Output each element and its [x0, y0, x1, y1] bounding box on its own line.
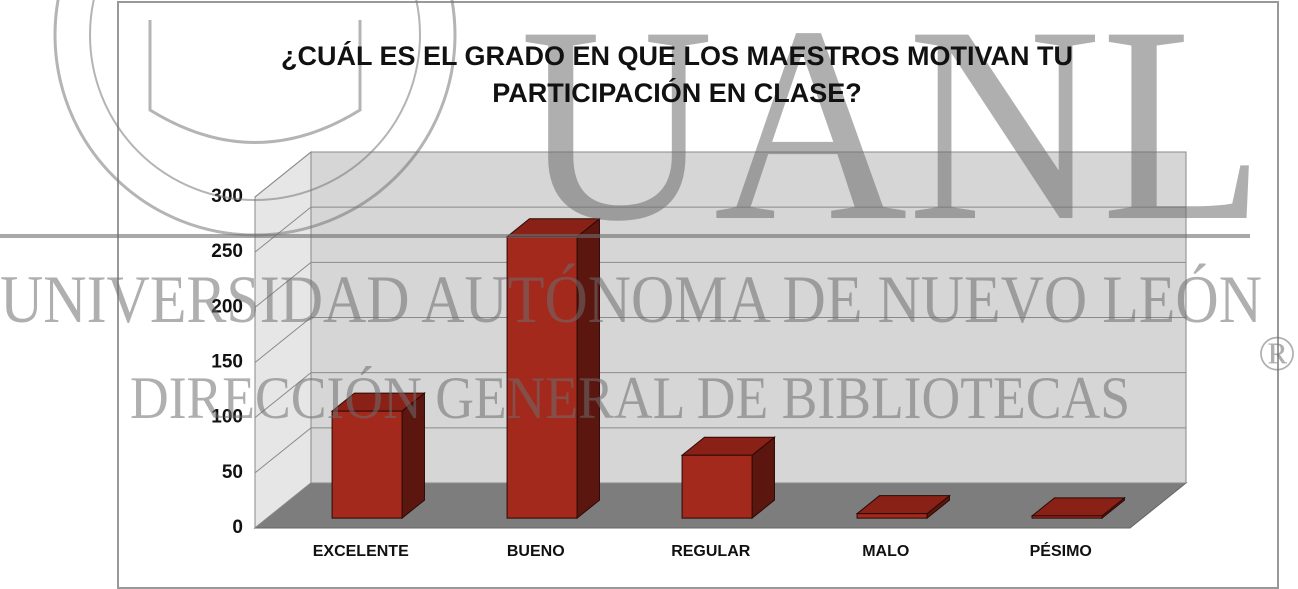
watermark-logo: UANL: [520, 0, 1265, 279]
y-tick-label: 250: [211, 241, 243, 262]
grid-line: [254, 151, 1186, 198]
logo-shield: [148, 20, 362, 144]
x-tick-label: EXCELENTE: [313, 543, 409, 560]
bar-front: [1031, 515, 1103, 519]
grid-line: [254, 482, 1186, 529]
bar: [680, 436, 776, 520]
y-tick-label: 150: [211, 352, 243, 373]
y-tick-label: 300: [211, 186, 243, 207]
x-tick-label: REGULAR: [671, 543, 751, 560]
watermark-line: UNIVERSIDAD AUTÓNOMA DE NUEVO LEÓN: [0, 261, 1262, 337]
grid-line: [254, 317, 1186, 363]
grid-line: [254, 261, 1186, 308]
y-tick-label: 50: [222, 462, 243, 483]
x-tick-label: PÉSIMO: [1030, 541, 1092, 560]
watermark: UANL UNIVERSIDAD AUTÓNOMA DE NUEVO LEÓN …: [0, 0, 1296, 431]
bar: [1030, 496, 1126, 520]
bar-front: [331, 410, 403, 519]
y-tick-label: 0: [232, 517, 243, 538]
logo-ring: [89, 0, 421, 201]
grid-line: [254, 427, 1186, 474]
bar: [855, 494, 951, 520]
bar-front: [681, 454, 753, 519]
watermark-line: DIRECCIÓN GENERAL DE BIBLIOTECAS: [130, 365, 1130, 431]
x-tick-label: MALO: [862, 543, 909, 560]
x-tick-label: BUENO: [507, 543, 565, 560]
bar: [505, 217, 601, 520]
grid-line: [254, 372, 1186, 419]
bar: [330, 392, 426, 520]
y-tick-label: 200: [211, 296, 243, 317]
bar-front: [856, 513, 928, 519]
watermark-mark: ®: [1258, 325, 1296, 381]
chart-title: ¿CUÁL ES EL GRADO EN QUE LOS MAESTROS MO…: [280, 41, 1074, 108]
y-tick-label: 100: [211, 407, 243, 428]
